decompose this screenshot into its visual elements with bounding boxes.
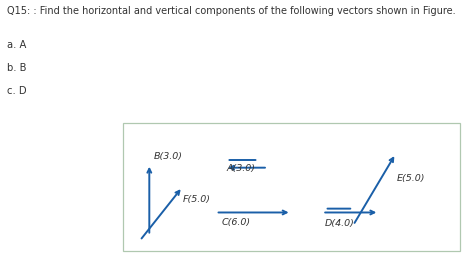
Text: C(6.0): C(6.0) [222,218,251,227]
Text: A(3.0): A(3.0) [227,164,255,173]
Text: E(5.0): E(5.0) [397,174,426,183]
Text: B(3.0): B(3.0) [154,152,182,161]
Text: Q15: : Find the horizontal and vertical components of the following vectors show: Q15: : Find the horizontal and vertical … [7,6,456,16]
Text: D(4.0): D(4.0) [325,219,355,228]
Text: b. B: b. B [7,63,27,73]
Text: F(5.0): F(5.0) [183,195,211,204]
Bar [123,123,460,251]
Text: c. D: c. D [7,86,27,96]
Text: a. A: a. A [7,40,27,50]
